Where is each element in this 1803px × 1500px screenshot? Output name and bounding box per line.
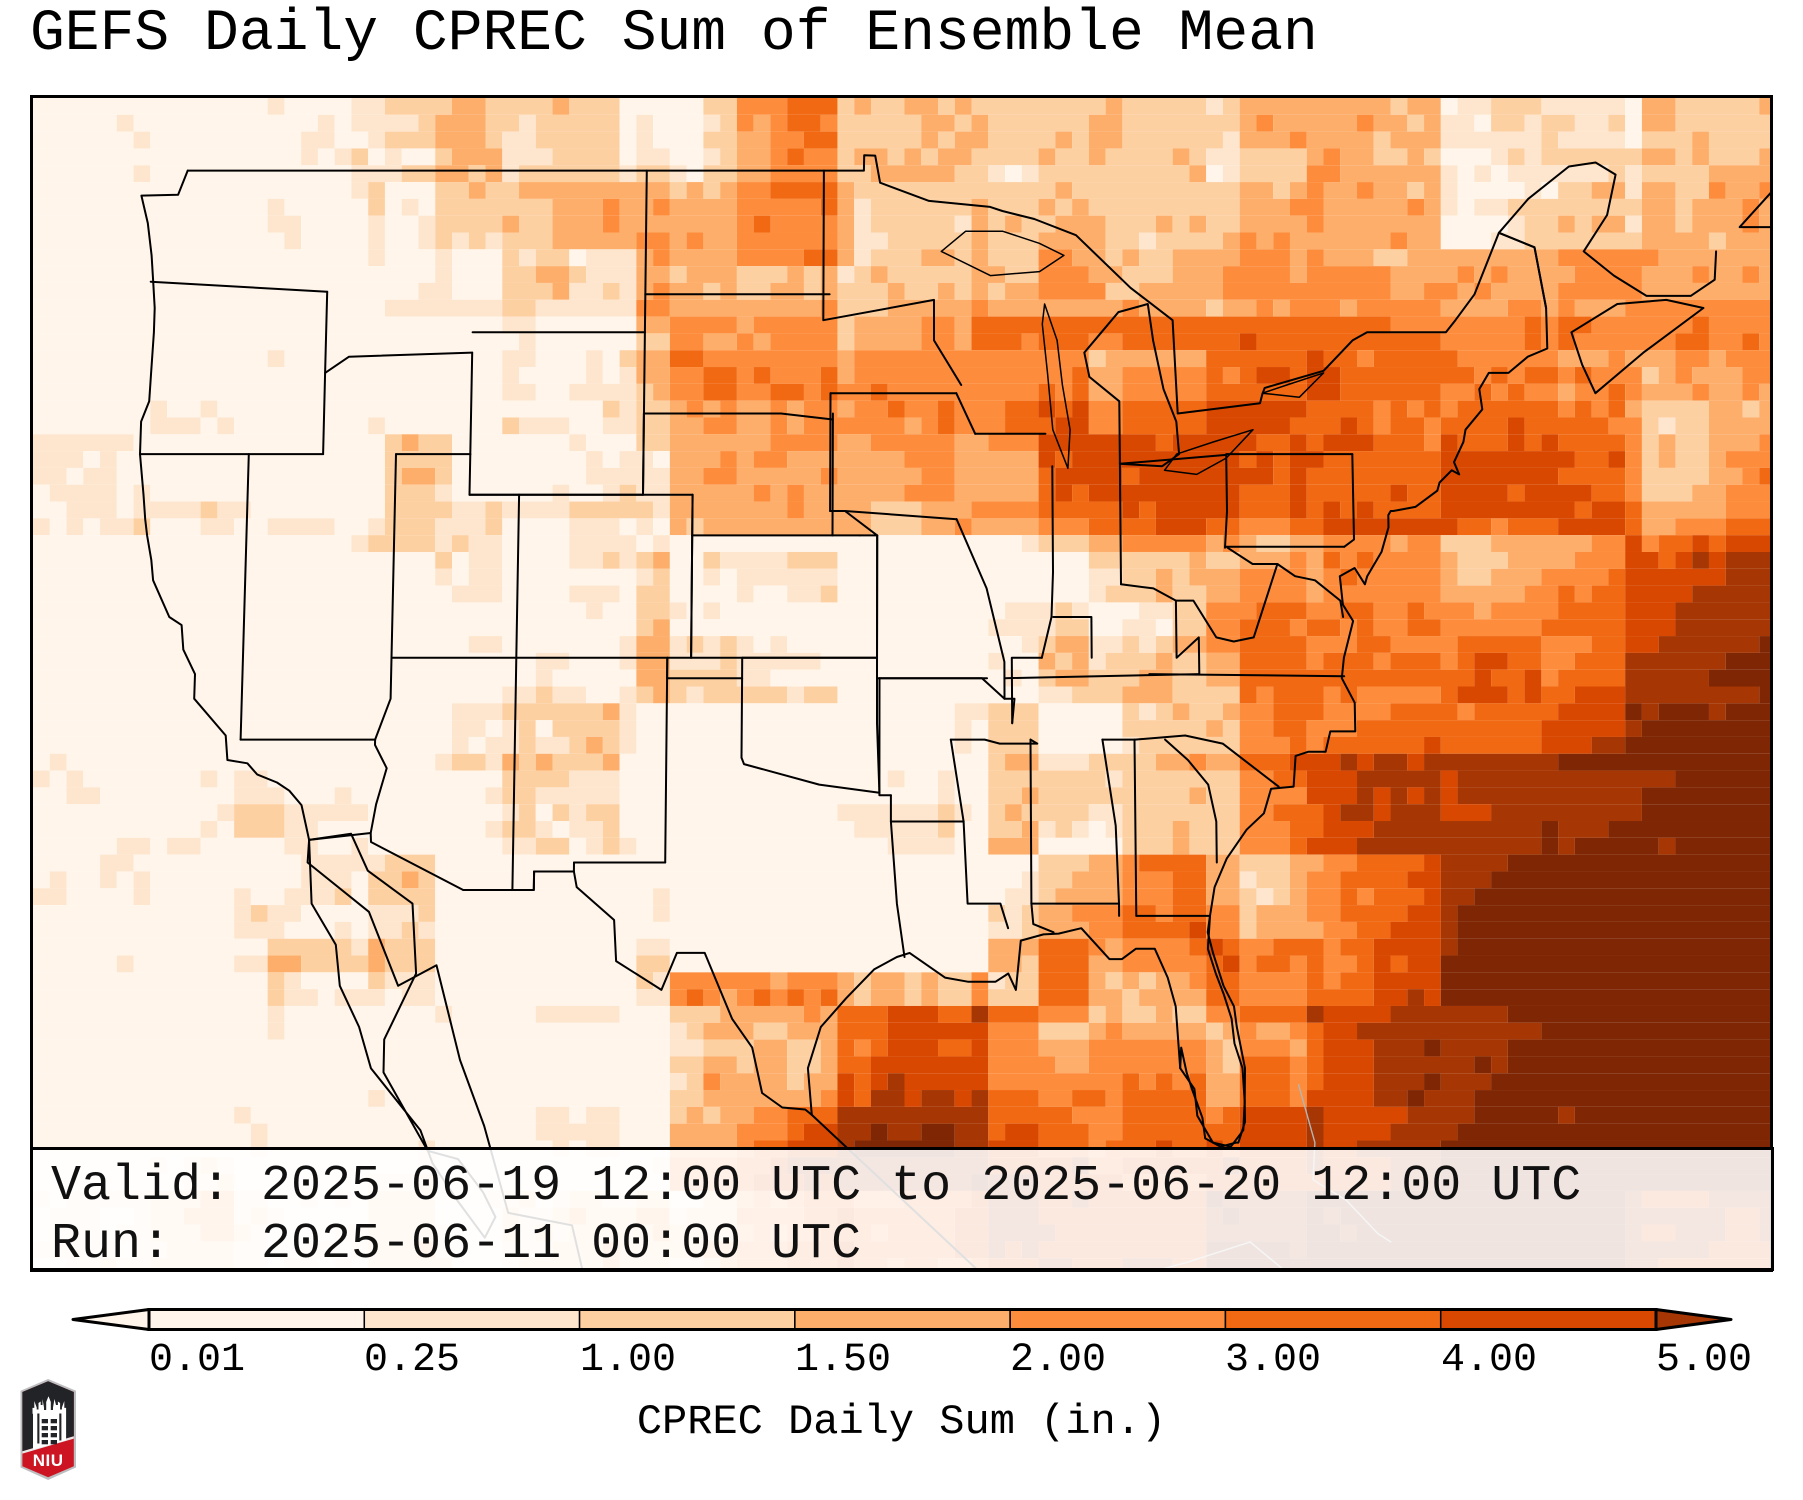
svg-text:NIU: NIU (33, 1451, 64, 1470)
